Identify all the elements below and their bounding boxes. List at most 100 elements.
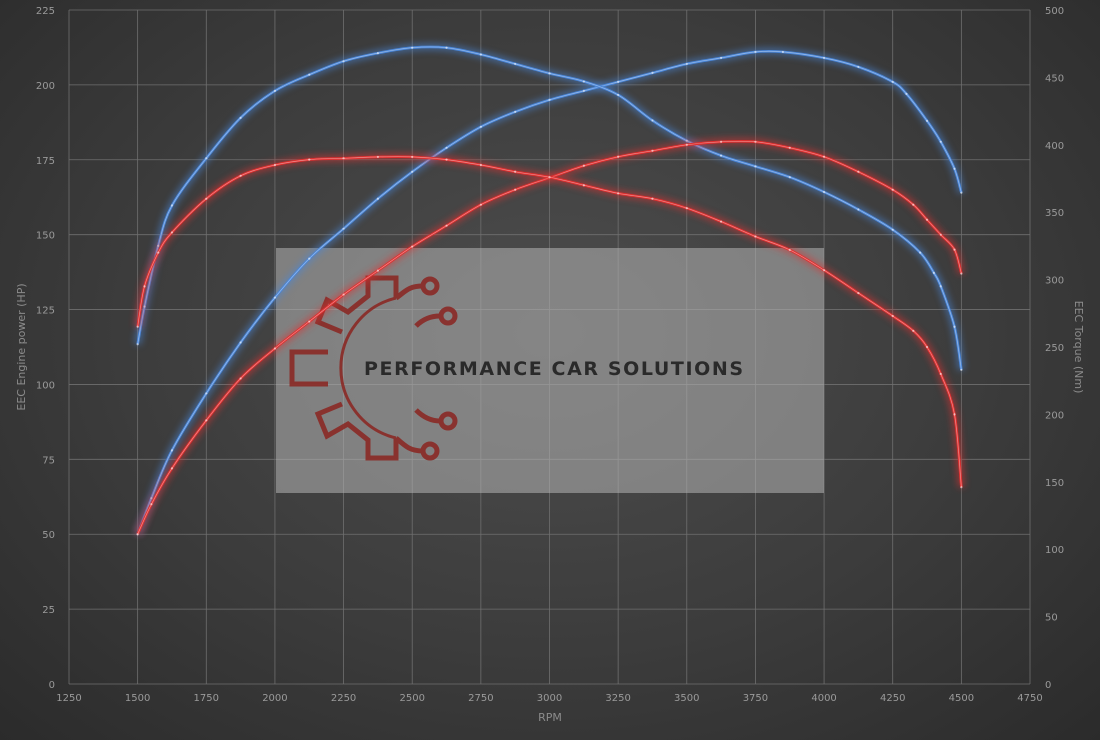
- data-point: [754, 50, 757, 54]
- y-tick-label: 150: [36, 231, 55, 242]
- data-point: [960, 486, 963, 489]
- data-point: [376, 52, 379, 55]
- y-tick-label: 100: [36, 380, 55, 391]
- x-tick-label: 2000: [262, 693, 287, 704]
- data-point: [239, 341, 242, 344]
- y2-tick-label: 450: [1045, 73, 1064, 84]
- data-point: [651, 71, 654, 75]
- data-point: [136, 325, 139, 328]
- series-highlight: [137, 156, 962, 488]
- data-point: [308, 320, 311, 323]
- y-tick-label: 0: [49, 680, 55, 691]
- data-point: [891, 188, 894, 191]
- data-point: [960, 272, 963, 275]
- data-point: [822, 56, 826, 60]
- data-point: [514, 62, 517, 66]
- x-axis-title: RPM: [538, 711, 562, 724]
- data-point: [548, 98, 551, 101]
- x-tick-label: 1500: [125, 693, 150, 704]
- data-point: [685, 62, 688, 66]
- y2-tick-label: 400: [1045, 141, 1064, 152]
- data-point: [720, 140, 723, 143]
- x-tick-label: 1250: [56, 693, 81, 704]
- data-point: [960, 368, 963, 372]
- data-point: [651, 149, 654, 152]
- series-path: [136, 45, 963, 371]
- x-tick-label: 3750: [743, 693, 768, 704]
- data-point: [912, 203, 915, 206]
- data-point: [582, 89, 585, 92]
- data-point: [953, 413, 956, 416]
- data-point: [912, 329, 915, 332]
- data-point: [376, 155, 379, 159]
- data-point: [143, 285, 146, 288]
- data-point: [308, 73, 311, 76]
- data-point: [617, 192, 620, 195]
- y2-tick-label: 150: [1045, 478, 1064, 489]
- data-point: [857, 65, 860, 69]
- data-point: [960, 191, 963, 194]
- data-point: [919, 251, 922, 254]
- data-point: [857, 170, 860, 173]
- x-tick-label: 4250: [880, 693, 905, 704]
- data-point: [479, 163, 482, 167]
- data-point: [905, 92, 908, 95]
- y2-tick-label: 100: [1045, 545, 1064, 556]
- series-layer: [134, 43, 965, 536]
- y2-tick-label: 500: [1045, 6, 1064, 17]
- data-point: [411, 245, 414, 248]
- data-point: [720, 56, 723, 60]
- data-point: [781, 50, 784, 54]
- data-point: [150, 503, 153, 506]
- data-point: [891, 80, 894, 83]
- data-point: [651, 119, 654, 122]
- x-tick-label: 1750: [194, 693, 219, 704]
- data-point: [273, 296, 277, 299]
- data-point: [925, 218, 929, 221]
- data-point: [939, 372, 942, 376]
- data-point: [514, 170, 517, 173]
- data-point: [582, 184, 585, 187]
- data-point: [932, 271, 936, 274]
- y2-tick-label: 350: [1045, 208, 1064, 219]
- series-line-1: [134, 47, 965, 536]
- data-point: [822, 190, 826, 194]
- data-point: [925, 119, 929, 122]
- data-point: [939, 233, 942, 236]
- data-point: [685, 143, 688, 146]
- data-point: [308, 158, 311, 161]
- y-axis-title: EEC Engine power (HP): [15, 283, 28, 410]
- data-point: [953, 325, 956, 328]
- data-point: [925, 345, 929, 349]
- data-point: [136, 343, 139, 346]
- y2-tick-label: 250: [1045, 343, 1064, 354]
- data-point: [582, 164, 585, 167]
- data-point: [273, 163, 277, 167]
- data-point: [939, 285, 942, 288]
- data-point: [720, 154, 723, 157]
- tick-labels: 1250 1500 1750 2000 2250 2500 2750 3000 3250 3500…: [36, 6, 1064, 704]
- data-point: [273, 347, 277, 350]
- y-tick-label: 125: [36, 306, 55, 317]
- data-point: [308, 257, 311, 260]
- y-tick-label: 200: [36, 81, 55, 92]
- y2-tick-label: 50: [1045, 613, 1058, 624]
- x-tick-label: 4000: [811, 693, 836, 704]
- x-tick-label: 2250: [331, 693, 356, 704]
- series-line-3: [134, 137, 965, 536]
- y2-tick-label: 200: [1045, 410, 1064, 421]
- x-tick-label: 3000: [537, 693, 562, 704]
- data-point: [939, 140, 942, 143]
- data-point: [788, 176, 791, 179]
- data-point: [685, 207, 688, 210]
- data-point: [891, 228, 894, 231]
- series-path: [136, 155, 963, 488]
- data-point: [342, 293, 345, 296]
- data-point: [953, 248, 956, 251]
- series-line-2: [134, 43, 965, 372]
- data-point: [617, 80, 620, 83]
- data-point: [617, 93, 620, 97]
- data-point: [205, 157, 208, 160]
- x-tick-label: 4500: [949, 693, 974, 704]
